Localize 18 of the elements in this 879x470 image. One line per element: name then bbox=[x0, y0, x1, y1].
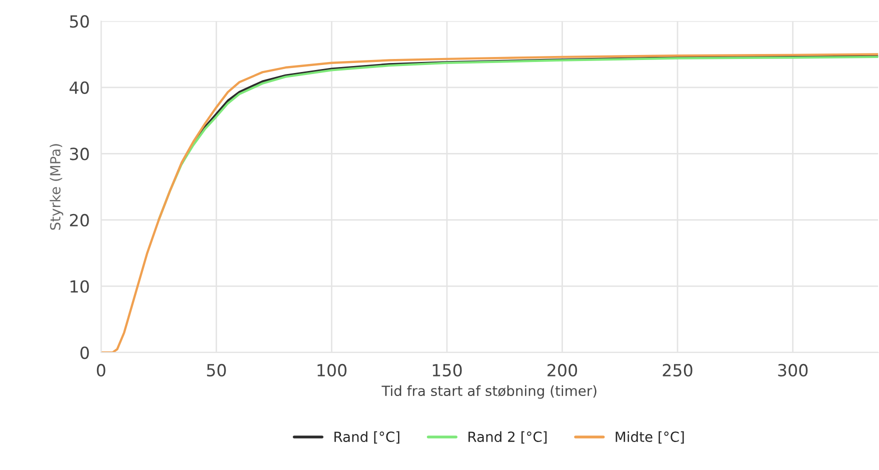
x-tick-label: 200 bbox=[548, 364, 578, 377]
y-tick-label: 10 bbox=[70, 280, 89, 293]
x-tick-label: 50 bbox=[207, 364, 226, 377]
y-axis-title: Styrke (MPa) bbox=[50, 144, 64, 230]
x-axis-title: Tid fra start af støbning (timer) bbox=[382, 385, 596, 399]
x-tick-label: 150 bbox=[432, 364, 462, 377]
x-tick-label: 100 bbox=[318, 364, 346, 377]
y-tick-label: 50 bbox=[70, 15, 89, 28]
y-tick-label: 20 bbox=[70, 214, 89, 227]
y-tick-label: 30 bbox=[70, 148, 89, 160]
x-tick-label: 0 bbox=[96, 364, 106, 377]
y-tick-label: 40 bbox=[70, 81, 89, 94]
legend-label: Rand 2 [°C] bbox=[468, 431, 547, 444]
y-tick-label: 0 bbox=[80, 346, 89, 360]
x-tick-label: 300 bbox=[778, 364, 808, 377]
legend-label: Rand [°C] bbox=[334, 431, 400, 444]
legend-label: Midte [°C] bbox=[616, 431, 684, 444]
x-tick-label: 250 bbox=[662, 364, 692, 377]
